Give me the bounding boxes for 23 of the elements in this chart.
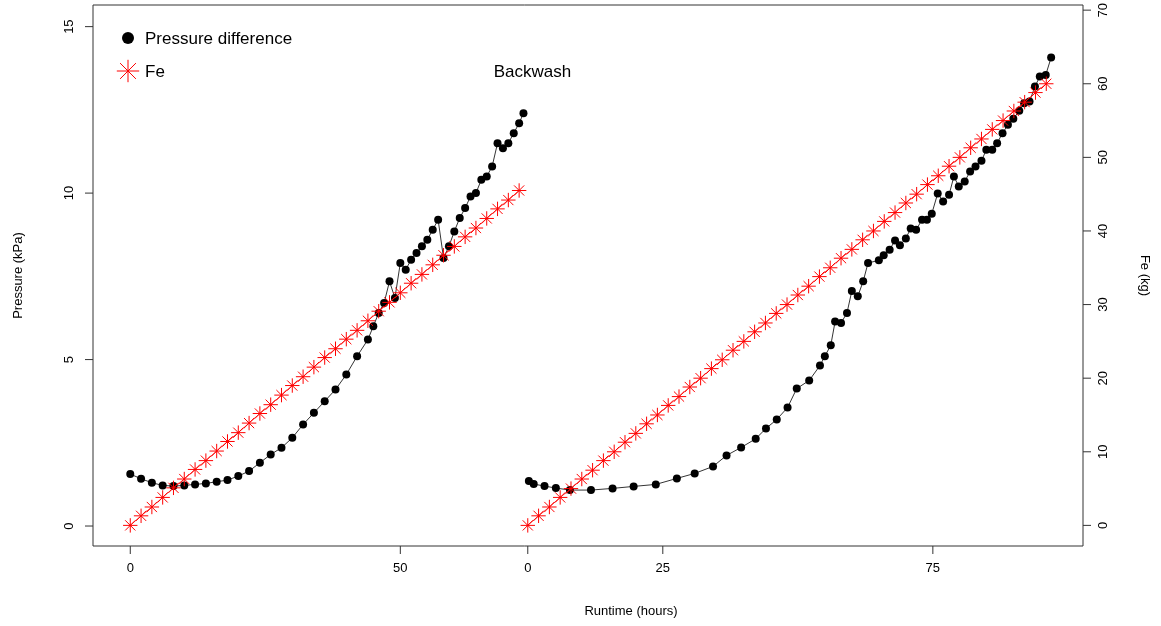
x-tick-label: 50 <box>393 560 408 575</box>
x-tick-label: 0 <box>524 560 532 575</box>
y2-tick-label: 50 <box>1095 150 1110 165</box>
y2-tick-label: 60 <box>1095 76 1110 91</box>
y2-tick-label: 70 <box>1095 2 1110 18</box>
y-tick-label: 15 <box>61 19 76 34</box>
legend-label: Pressure difference <box>145 29 293 48</box>
y-axis-title: Pressure (kPa) <box>10 232 25 319</box>
x-tick-label: 0 <box>126 560 134 575</box>
annotation: Backwash <box>493 62 572 81</box>
y-tick-label: 0 <box>61 522 76 530</box>
y2-tick-label: 30 <box>1095 297 1110 312</box>
y2-tick-label: 10 <box>1095 444 1110 460</box>
x-tick-label: 25 <box>655 560 671 575</box>
y2-tick-label: 20 <box>1095 370 1110 386</box>
legend-label: Fe <box>145 62 165 81</box>
y-tick-label: 5 <box>61 355 76 364</box>
y2-axis-title: Fe (kg) <box>1138 254 1153 297</box>
y2-tick-label: 0 <box>1095 521 1110 530</box>
y2-tick-label: 40 <box>1095 223 1110 239</box>
y-tick-label: 10 <box>61 185 76 201</box>
x-axis-title: Runtime (hours) <box>584 603 678 618</box>
x-tick-label: 75 <box>925 560 941 575</box>
